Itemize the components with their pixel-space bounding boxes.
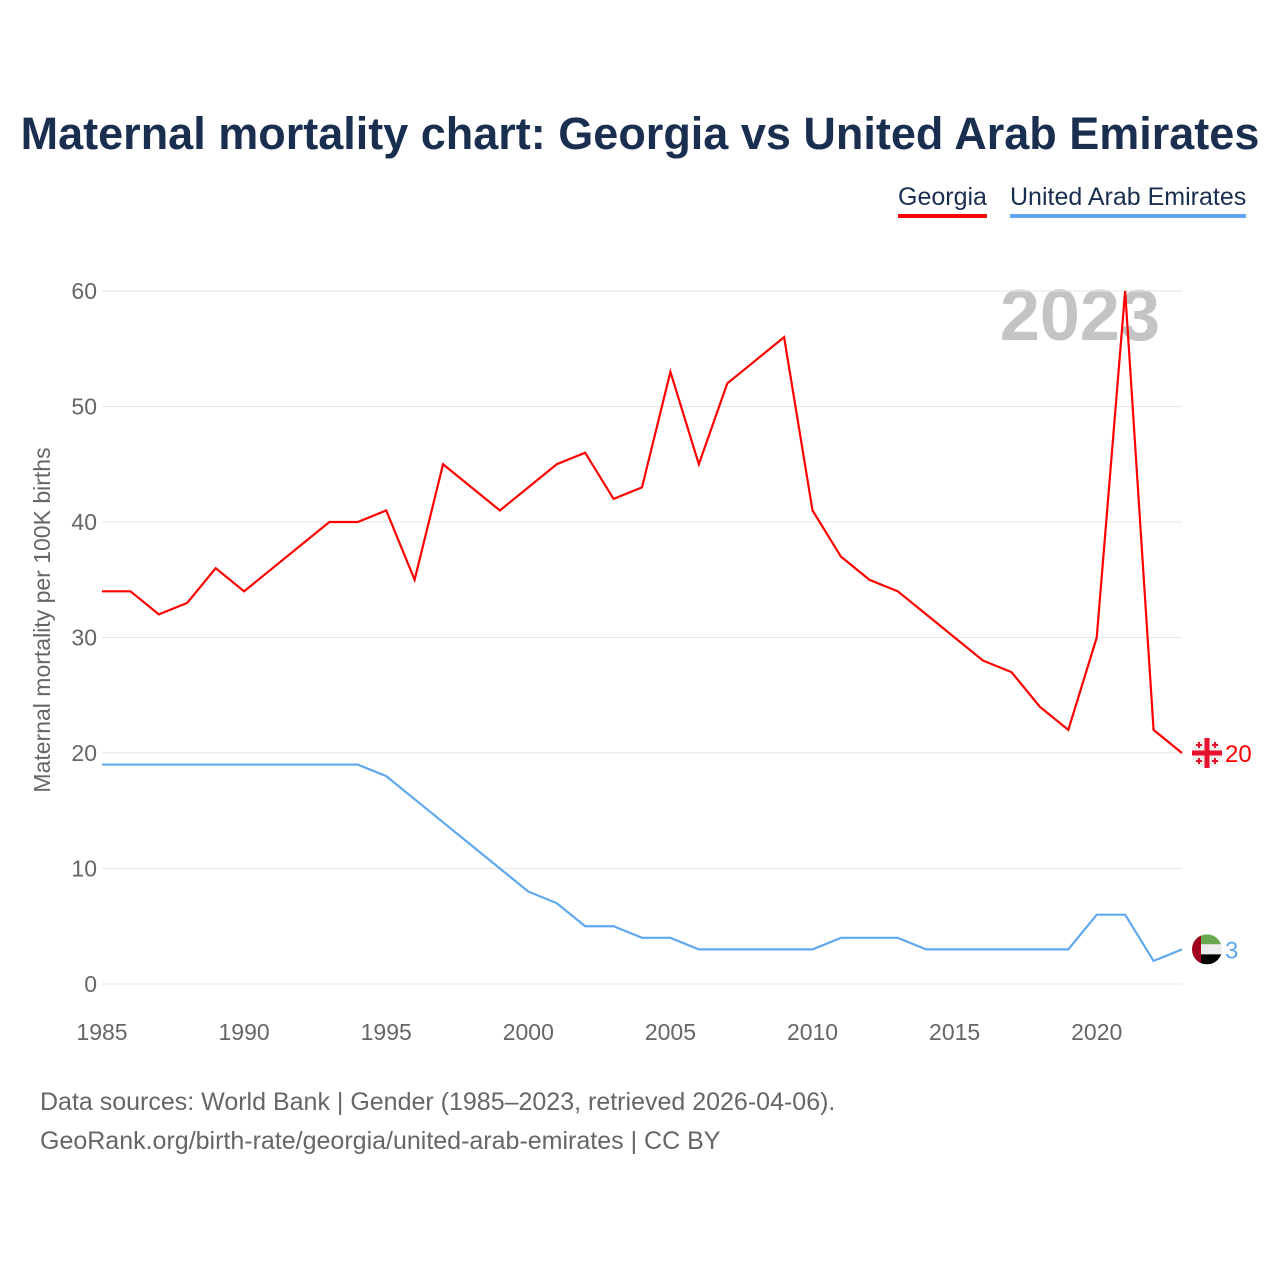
y-tick-label: 40 (71, 509, 97, 535)
uae-flag-icon (1192, 934, 1222, 965)
series-line-georgia (102, 290, 1183, 754)
chart-title: Maternal mortality chart: Georgia vs Uni… (20, 108, 1260, 159)
x-tick-label: 2015 (929, 1019, 980, 1045)
y-tick-label: 60 (71, 278, 97, 304)
year-watermark: 2023 (1000, 276, 1160, 356)
footer-url: GeoRank.org/birth-rate/georgia/united-ar… (40, 1127, 721, 1155)
y-axis-label: Maternal mortality per 100K births (29, 447, 55, 792)
x-tick-label: 2020 (1071, 1019, 1122, 1045)
x-tick-label: 2005 (645, 1019, 696, 1045)
legend-georgia[interactable]: Georgia (898, 183, 987, 218)
series-line-uae (102, 763, 1183, 963)
y-tick-label: 0 (84, 971, 97, 997)
y-tick-label: 20 (71, 740, 97, 766)
x-tick-label: 1985 (76, 1019, 127, 1045)
end-value-label: 3 (1225, 937, 1238, 964)
georgia-flag-icon (1192, 738, 1222, 768)
y-tick-label: 50 (71, 394, 97, 420)
legend-uae[interactable]: United Arab Emirates (1010, 183, 1247, 218)
end-value-label: 20 (1225, 741, 1252, 768)
x-tick-label: 1995 (361, 1019, 412, 1045)
footer-source: Data sources: World Bank | Gender (1985–… (40, 1088, 836, 1116)
x-tick-label: 1990 (219, 1019, 270, 1045)
x-tick-label: 2010 (787, 1019, 838, 1045)
x-tick-label: 2000 (503, 1019, 554, 1045)
y-tick-label: 30 (71, 625, 97, 651)
y-tick-label: 10 (71, 856, 97, 882)
